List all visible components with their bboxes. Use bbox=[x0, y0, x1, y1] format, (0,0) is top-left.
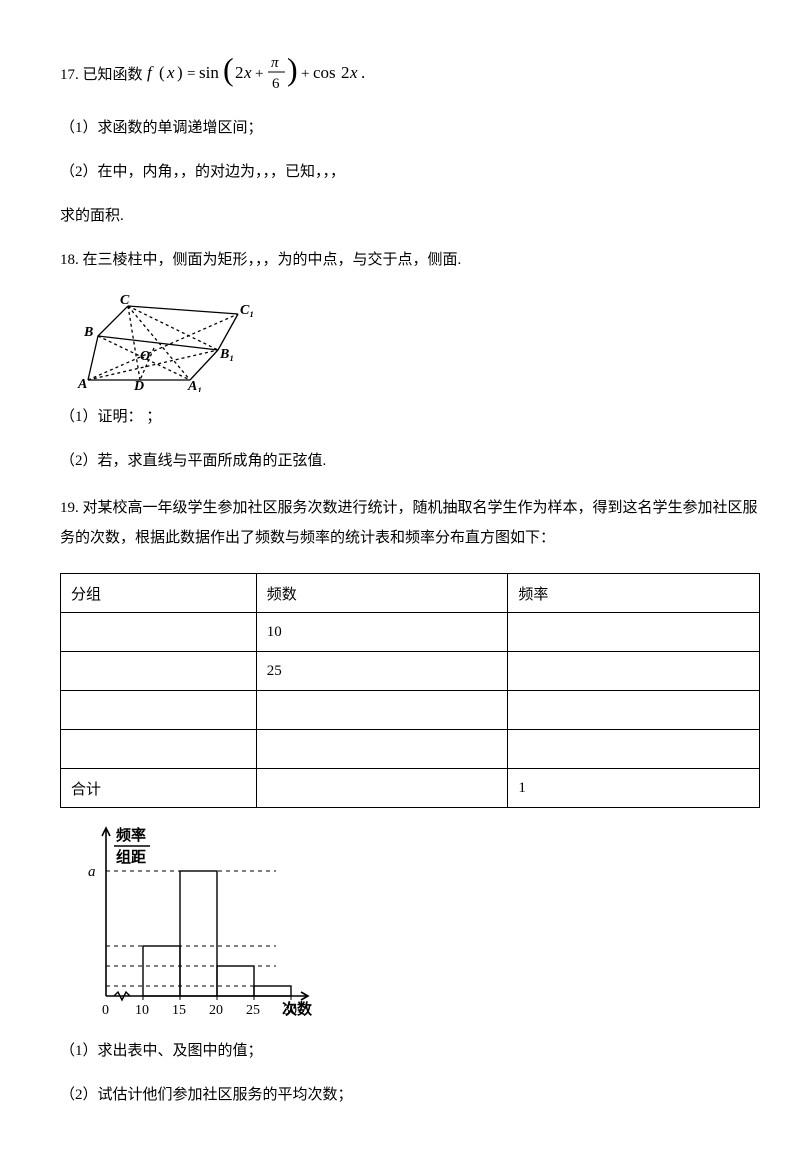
lbl-A: A bbox=[77, 377, 87, 392]
th-group: 分组 bbox=[61, 574, 257, 613]
cos: cos bbox=[313, 63, 336, 82]
edge-bb1 bbox=[98, 336, 218, 350]
th-freq: 频数 bbox=[256, 574, 508, 613]
lbl-B: B bbox=[83, 325, 93, 340]
dash-cb1 bbox=[128, 306, 218, 350]
svg-text:a: a bbox=[88, 864, 96, 880]
svg-text:15: 15 bbox=[172, 1003, 186, 1018]
xx: x bbox=[243, 63, 252, 82]
p17-formula: f ( x ) = sin ( 2 x + π 6 ) + cos 2 x bbox=[143, 50, 403, 96]
edge-b1a1 bbox=[190, 350, 218, 380]
lbl-C1: C₁ bbox=[240, 303, 254, 318]
f-char: f bbox=[147, 63, 154, 82]
p18-q2: （2）若，求直线与平面所成角的正弦值. bbox=[60, 449, 760, 473]
histogram-wrap: 频率组距次数a01015202530 bbox=[60, 818, 760, 1033]
p17-intro: 17. 已知函数 f ( x ) = sin ( 2 x + π 6 ) + bbox=[60, 50, 760, 96]
svg-text:组距: 组距 bbox=[116, 848, 146, 866]
p18-intro: 18. 在三棱柱中，侧面为矩形，，，为的中点，与交于点，侧面. bbox=[60, 248, 760, 272]
edge-c1b1 bbox=[218, 314, 238, 350]
x2: x bbox=[349, 63, 358, 82]
p18-diagram-wrap: A B C D A₁ B₁ C₁ O bbox=[68, 292, 760, 397]
histogram: 频率组距次数a01015202530 bbox=[60, 818, 330, 1028]
x-char: x bbox=[166, 63, 175, 82]
table-row bbox=[61, 691, 760, 730]
sin: sin bbox=[199, 63, 219, 82]
dot: . bbox=[361, 63, 365, 82]
th-rate: 频率 bbox=[508, 574, 760, 613]
two2: 2 bbox=[341, 63, 350, 82]
p17-prefix: 17. 已知函数 bbox=[60, 63, 143, 84]
plus: + bbox=[255, 66, 263, 82]
p18-diagram: A B C D A₁ B₁ C₁ O bbox=[68, 292, 258, 392]
plus2: + bbox=[301, 66, 309, 82]
pi: π bbox=[271, 55, 279, 71]
p17-q2: （2）在中，内角，，的对边为，，，已知，，， bbox=[60, 160, 760, 184]
edge-abc bbox=[88, 306, 128, 380]
p19-q1: （1）求出表中、及图中的值； bbox=[60, 1039, 760, 1063]
lbl-A1: A₁ bbox=[187, 379, 202, 392]
svg-text:20: 20 bbox=[209, 1003, 223, 1018]
big-lp: ( bbox=[223, 51, 234, 87]
dash-cd bbox=[128, 306, 140, 380]
p19-q2: （2）试估计他们参加社区服务的平均次数； bbox=[60, 1083, 760, 1107]
p18-q1: （1）证明： ； bbox=[60, 405, 760, 429]
eq: = bbox=[187, 66, 195, 82]
svg-text:频率: 频率 bbox=[116, 826, 146, 844]
svg-text:30: 30 bbox=[283, 1003, 297, 1018]
lp: ( bbox=[159, 63, 165, 82]
dash-ab1 bbox=[88, 350, 218, 380]
svg-text:10: 10 bbox=[135, 1003, 149, 1018]
table-row bbox=[61, 730, 760, 769]
freq-table: 分组 频数 频率 10 25 合计 1 bbox=[60, 573, 760, 808]
svg-text:25: 25 bbox=[246, 1003, 260, 1018]
big-rp: ) bbox=[287, 51, 298, 87]
table-header-row: 分组 频数 频率 bbox=[61, 574, 760, 613]
table-row: 25 bbox=[61, 652, 760, 691]
lbl-D: D bbox=[133, 379, 144, 392]
lbl-O: O bbox=[140, 349, 150, 364]
lbl-B1: B₁ bbox=[219, 347, 234, 362]
table-row: 合计 1 bbox=[61, 769, 760, 808]
two: 2 bbox=[235, 63, 244, 82]
p19-intro: 19. 对某校高一年级学生参加社区服务次数进行统计，随机抽取名学生作为样本，得到… bbox=[60, 493, 760, 553]
lbl-C: C bbox=[120, 293, 130, 308]
svg-text:0: 0 bbox=[102, 1003, 109, 1018]
p17-q1: （1）求函数的单调递增区间； bbox=[60, 116, 760, 140]
table-row: 10 bbox=[61, 613, 760, 652]
p17-q2b: 求的面积. bbox=[60, 204, 760, 228]
rp: ) bbox=[177, 63, 183, 82]
six: 6 bbox=[272, 76, 280, 92]
edge-cc1 bbox=[128, 306, 238, 314]
